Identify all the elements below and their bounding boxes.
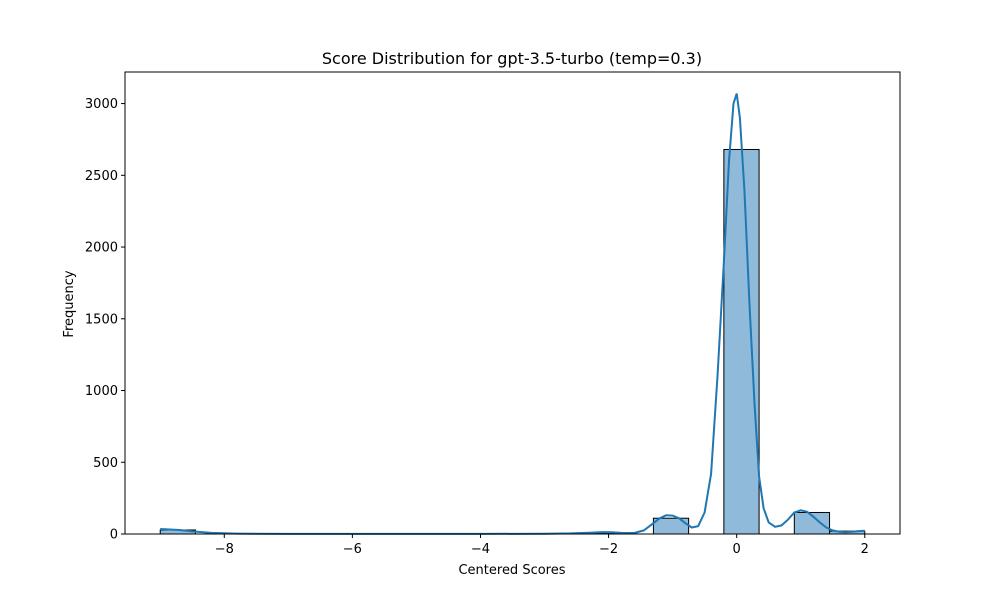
y-tick-label: 2000 — [85, 241, 118, 256]
x-tick-label: 2 — [861, 542, 869, 557]
y-tick-label: 3000 — [85, 97, 118, 112]
y-axis-label: Frequency — [62, 270, 77, 337]
x-axis-ticks: −8 −6 −4 −2 0 2 — [215, 534, 869, 557]
y-tick-label: 2500 — [85, 169, 118, 184]
chart-title: Score Distribution for gpt-3.5-turbo (te… — [322, 49, 702, 68]
y-tick-label: 1000 — [85, 384, 118, 399]
x-tick-label: −8 — [215, 542, 234, 557]
y-axis-ticks: 0 500 1000 1500 2000 2500 3000 — [85, 97, 125, 543]
x-tick-label: −2 — [599, 542, 618, 557]
histogram-bar — [723, 148, 760, 535]
x-tick-label: −4 — [471, 542, 490, 557]
x-tick-label: 0 — [733, 542, 741, 557]
x-tick-label: −6 — [343, 542, 362, 557]
plot-frame — [124, 71, 901, 535]
y-tick-label: 0 — [110, 528, 118, 543]
y-tick-label: 500 — [93, 456, 118, 471]
y-tick-label: 1500 — [85, 312, 118, 327]
x-axis-label: Centered Scores — [458, 563, 565, 578]
